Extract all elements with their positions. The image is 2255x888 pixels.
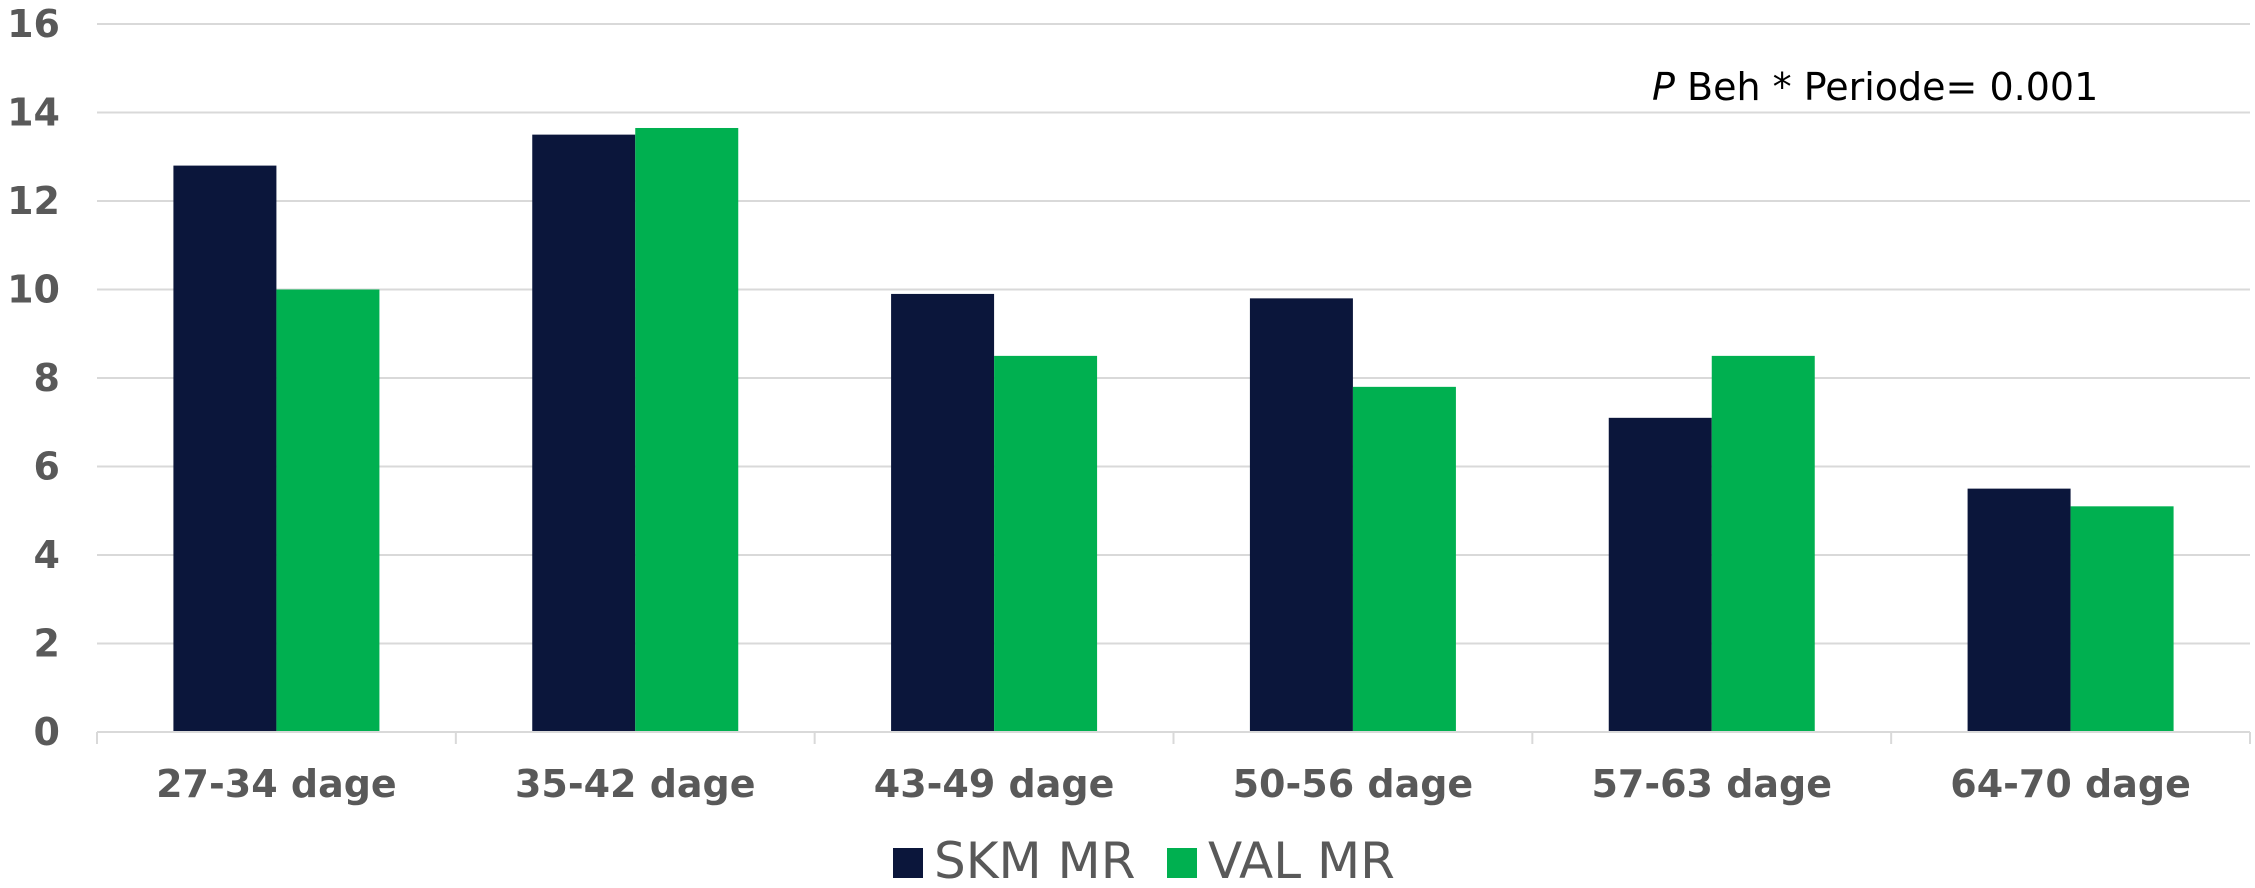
y-tick-label-6: 6 bbox=[34, 445, 60, 489]
legend: SKM MR VAL MR bbox=[893, 832, 1395, 888]
bars bbox=[173, 127, 2174, 733]
gridlines bbox=[97, 23, 2250, 645]
annotation-text: Beh * Periode= 0.001 bbox=[1675, 65, 2098, 109]
bar-skm-mr-27-34-dage bbox=[173, 165, 277, 733]
legend-swatch-skm-mr bbox=[893, 848, 923, 878]
legend-label-val-mr: VAL MR bbox=[1208, 832, 1395, 883]
bar-val-mr-27-34-dage bbox=[276, 289, 380, 732]
x-tick-label-43-49-dage: 43-49 dage bbox=[874, 762, 1115, 806]
y-tick-label-10: 10 bbox=[7, 268, 60, 312]
y-axis-ticks: 0 2 4 6 8 10 12 14 16 bbox=[7, 2, 60, 754]
y-tick-label-2: 2 bbox=[34, 622, 60, 666]
legend-label-skm-mr: SKM MR bbox=[934, 832, 1135, 883]
bar-skm-mr-57-63-dage bbox=[1608, 417, 1712, 732]
y-tick-label-16: 16 bbox=[7, 2, 60, 46]
y-tick-label-8: 8 bbox=[34, 356, 60, 400]
bar-val-mr-43-49-dage bbox=[994, 355, 1098, 732]
bar-skm-mr-64-70-dage bbox=[1967, 488, 2071, 732]
x-axis-labels: 27-34 dage 35-42 dage 43-49 dage 50-56 dage… bbox=[156, 762, 2191, 806]
x-tick-label-64-70-dage: 64-70 dage bbox=[1950, 762, 2191, 806]
y-tick-label-4: 4 bbox=[34, 533, 60, 577]
x-tick-label-57-63-dage: 57-63 dage bbox=[1591, 762, 1832, 806]
bar-val-mr-50-56-dage bbox=[1352, 386, 1456, 732]
bar-skm-mr-50-56-dage bbox=[1249, 298, 1353, 732]
x-axis bbox=[96, 731, 2251, 744]
bar-skm-mr-35-42-dage bbox=[532, 134, 636, 732]
y-tick-label-0: 0 bbox=[34, 710, 60, 754]
y-tick-label-12: 12 bbox=[7, 179, 60, 223]
legend-swatch-val-mr bbox=[1167, 848, 1197, 878]
bar-val-mr-35-42-dage bbox=[635, 127, 739, 733]
bar-skm-mr-43-49-dage bbox=[891, 293, 995, 732]
bar-val-mr-57-63-dage bbox=[1711, 355, 1815, 732]
x-tick-label-50-56-dage: 50-56 dage bbox=[1233, 762, 1474, 806]
x-tick-label-35-42-dage: 35-42 dage bbox=[515, 762, 756, 806]
y-tick-label-14: 14 bbox=[7, 91, 60, 135]
significance-annotation: P Beh * Periode= 0.001 bbox=[1652, 65, 2098, 109]
bar-val-mr-64-70-dage bbox=[2070, 506, 2174, 732]
annotation-italic-p: P bbox=[1652, 65, 1675, 109]
x-tick-label-27-34-dage: 27-34 dage bbox=[156, 762, 397, 806]
